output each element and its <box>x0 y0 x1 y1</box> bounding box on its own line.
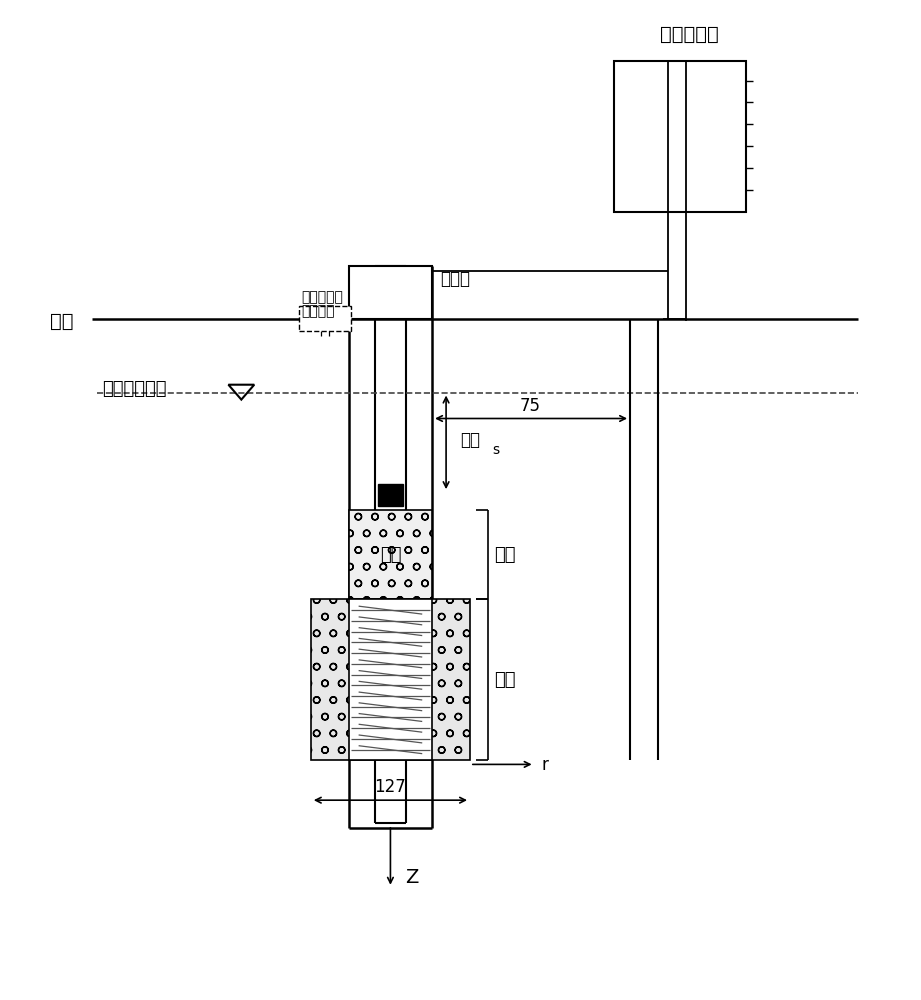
Text: s: s <box>492 443 499 457</box>
Bar <box>299 306 351 331</box>
Bar <box>614 61 746 212</box>
Text: 127: 127 <box>375 778 406 796</box>
Text: Z: Z <box>405 868 419 887</box>
Text: 流量装置: 流量装置 <box>301 304 334 318</box>
Text: 地表: 地表 <box>51 312 74 331</box>
Bar <box>311 599 470 760</box>
Text: 试段: 试段 <box>494 671 515 689</box>
Bar <box>349 266 432 319</box>
Text: 75: 75 <box>520 397 541 415</box>
Text: 降深: 降深 <box>460 431 480 449</box>
Bar <box>349 510 432 599</box>
Text: 测量抽水泵: 测量抽水泵 <box>301 290 343 304</box>
Bar <box>378 484 403 506</box>
Text: 稳定地下水位: 稳定地下水位 <box>102 380 167 398</box>
Text: 滤层: 滤层 <box>494 546 515 564</box>
Bar <box>349 599 432 760</box>
Text: r: r <box>542 756 548 774</box>
Text: 抽水泵: 抽水泵 <box>440 270 470 288</box>
Text: 马利奥特瓶: 马利奥特瓶 <box>660 25 719 44</box>
Text: 滤层: 滤层 <box>379 546 402 564</box>
